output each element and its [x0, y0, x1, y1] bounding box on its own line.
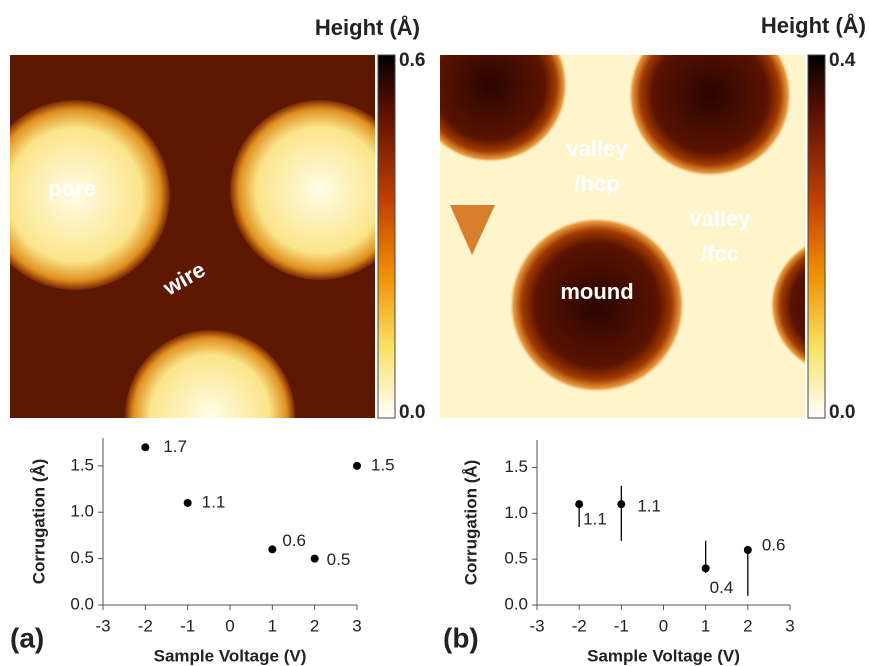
- x-tick-label: 3: [785, 616, 794, 635]
- x-tick-label: -3: [529, 616, 544, 635]
- colorbar-b: [808, 55, 825, 418]
- point: [353, 462, 361, 470]
- x-tick-label: -3: [95, 616, 110, 635]
- colorbar-title: Height (Å): [761, 12, 866, 38]
- point: [311, 555, 319, 563]
- data-label: 1.7: [163, 437, 187, 456]
- x-axis-label: Sample Voltage (V): [154, 646, 307, 665]
- data-label: 0.6: [282, 531, 306, 550]
- y-tick-label: 1.0: [70, 502, 94, 521]
- x-tick-label: -2: [138, 616, 153, 635]
- image-label: valley: [689, 206, 751, 231]
- x-tick-label: -1: [614, 616, 629, 635]
- x-tick-label: 1: [701, 616, 710, 635]
- y-axis-label: Corrugation (Å): [29, 459, 48, 585]
- x-axis-label: Sample Voltage (V): [587, 646, 740, 665]
- colorbar-label: 0.6: [399, 50, 425, 71]
- y-tick-label: 0.5: [504, 549, 528, 568]
- data-label: 1.1: [202, 492, 226, 511]
- x-tick-label: 3: [352, 616, 361, 635]
- image-label: /hcp: [574, 171, 619, 196]
- figure: Height (Å) Height (Å) pore wire mound va…: [0, 0, 869, 666]
- point: [702, 564, 710, 572]
- x-tick-label: 1: [268, 616, 277, 635]
- point: [141, 443, 149, 451]
- data-label: 1.1: [637, 497, 661, 516]
- x-tick-label: 0: [659, 616, 668, 635]
- image-label: /fcc: [701, 241, 739, 266]
- colorbar-title: Height (Å): [315, 14, 420, 40]
- data-label: 1.5: [371, 455, 395, 474]
- y-tick-label: 0.0: [504, 594, 528, 613]
- data-label: 1.1: [583, 510, 607, 529]
- image-label: valley: [566, 136, 628, 161]
- stm-image-b: [412, 7, 869, 418]
- point: [575, 500, 583, 508]
- y-tick-label: 0.0: [70, 594, 94, 613]
- data-label: 0.6: [762, 535, 786, 554]
- x-tick-label: -1: [180, 616, 195, 635]
- colorbar-label: 0.0: [399, 402, 425, 423]
- x-tick-label: 2: [310, 616, 319, 635]
- image-label: mound: [560, 279, 633, 304]
- y-tick-label: 0.5: [70, 548, 94, 567]
- y-tick-label: 1.0: [504, 503, 528, 522]
- y-tick-label: 1.5: [70, 455, 94, 474]
- data-label: 0.5: [327, 550, 351, 569]
- image-label: pore: [48, 176, 96, 201]
- point: [617, 500, 625, 508]
- colorbar-label: 0.4: [829, 50, 856, 71]
- point: [184, 499, 192, 507]
- point: [268, 545, 276, 553]
- colorbar-a: [378, 55, 395, 418]
- colorbar-label: 0.0: [829, 402, 855, 423]
- point: [744, 546, 752, 554]
- y-axis-label: Corrugation (Å): [461, 460, 480, 586]
- x-tick-label: -2: [572, 616, 587, 635]
- panel-label: (a): [10, 622, 44, 653]
- x-tick-label: 2: [743, 616, 752, 635]
- panel-label: (b): [443, 622, 479, 653]
- y-tick-label: 1.5: [504, 457, 528, 476]
- data-label: 0.4: [710, 578, 734, 597]
- x-tick-label: 0: [225, 616, 234, 635]
